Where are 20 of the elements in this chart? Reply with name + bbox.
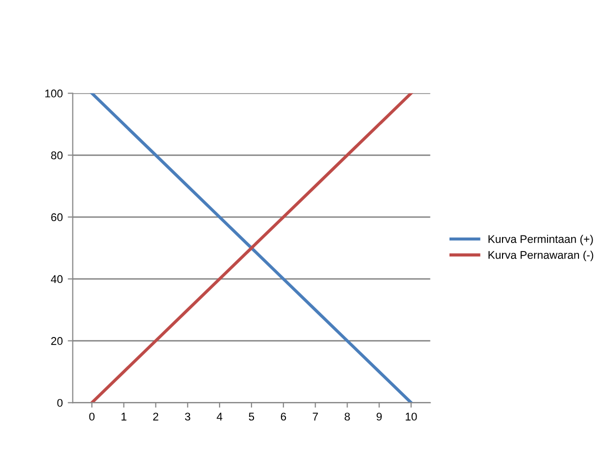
x-tick-label: 2 [153,412,158,420]
x-tick-label: 10 [406,412,417,421]
x-tick-label: 0 [89,412,95,421]
y-tick-label: 0 [57,398,63,407]
y-tick-label: 100 [45,90,63,98]
y-tick-label: 60 [51,213,63,222]
y-tick-label: 40 [50,275,63,284]
x-tick-label: 7 [312,412,318,420]
y-tick-label: 80 [51,151,63,160]
x-tick-label: 4 [216,412,222,420]
x-tick-label: 5 [248,412,254,421]
x-tick-label: 6 [280,412,286,421]
y-tick-label: 20 [51,337,63,345]
legend-label: Kurva Permintaan (+) [488,234,593,246]
x-tick-label: 3 [184,412,190,421]
x-tick-label: 1 [122,412,126,420]
x-tick-label: 8 [344,412,350,421]
legend-label: Kurva Pernawaran (-) [488,250,594,262]
line-series [90,93,413,403]
x-tick-label: 9 [376,412,382,421]
